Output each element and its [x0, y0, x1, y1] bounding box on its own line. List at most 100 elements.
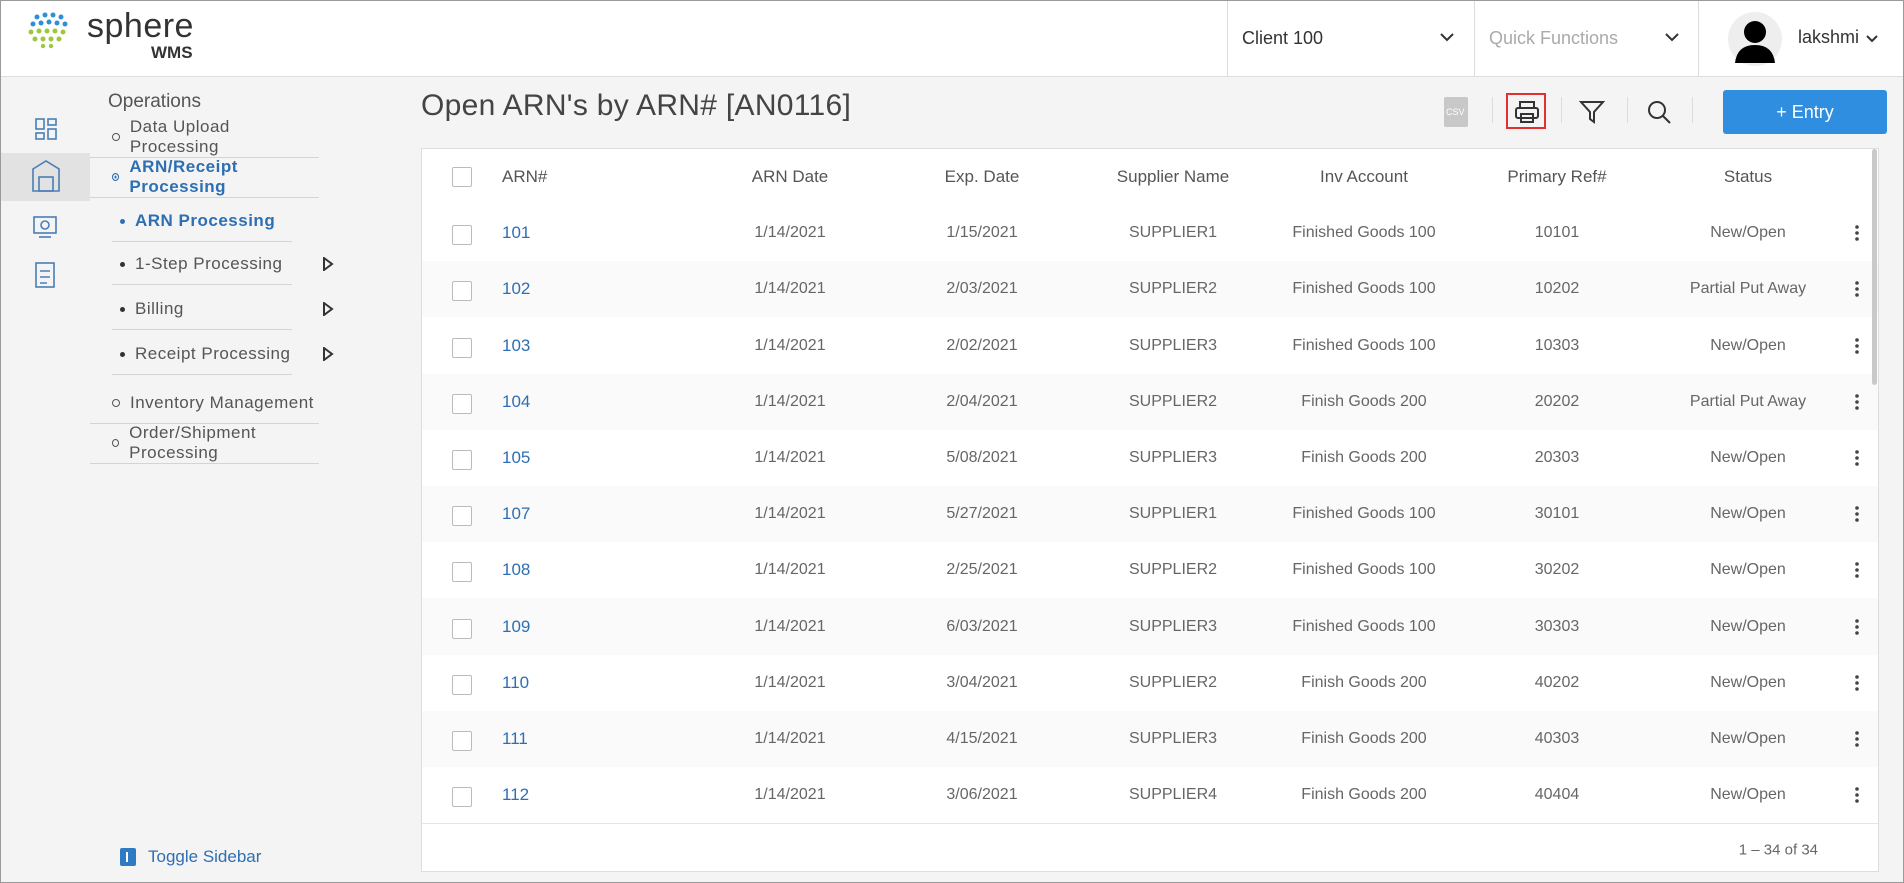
- table-cell: Finished Goods 100: [1292, 617, 1436, 635]
- sidebar-item[interactable]: Billing: [112, 289, 334, 330]
- table-cell: 1/14/2021: [754, 280, 826, 298]
- user-menu[interactable]: lakshmi: [1698, 1, 1903, 76]
- table-cell: 1/14/2021: [754, 673, 826, 691]
- sidebar-item[interactable]: Receipt Processing: [112, 334, 334, 375]
- checkbox[interactable]: [452, 337, 472, 358]
- sidebar: Operations Toggle Sidebar Data Upload Pr…: [90, 77, 403, 882]
- kebab-icon: [1855, 674, 1859, 691]
- arn-link[interactable]: 107: [502, 504, 531, 524]
- search-button[interactable]: [1646, 99, 1672, 125]
- kebab-icon: [1855, 731, 1859, 747]
- table-cell: New/Open: [1710, 617, 1786, 635]
- checkbox[interactable]: [452, 281, 472, 302]
- table-cell: SUPPLIER2: [1128, 561, 1218, 579]
- table-cell: 10303: [1534, 336, 1580, 354]
- logo-icon: [28, 12, 68, 49]
- sidebar-item[interactable]: ARN/Receipt Processing: [90, 157, 319, 198]
- checkbox[interactable]: [452, 618, 472, 639]
- table-cell: 30101: [1534, 505, 1580, 523]
- row-menu[interactable]: [1854, 730, 1860, 748]
- row-menu[interactable]: [1854, 224, 1860, 242]
- top-bar: sphere WMS Client 100 Quick Functions la…: [1, 1, 1903, 77]
- table-cell: SUPPLIER3: [1128, 336, 1218, 354]
- sidebar-item[interactable]: Order/Shipment Processing: [90, 423, 319, 464]
- table-cell: Finished Goods 100: [1292, 505, 1436, 523]
- table-cell: 5/08/2021: [946, 448, 1018, 466]
- row-menu[interactable]: [1854, 393, 1860, 411]
- filter-button[interactable]: [1579, 99, 1605, 125]
- checkbox[interactable]: [452, 167, 472, 187]
- table-cell: 2/25/2021: [946, 561, 1018, 579]
- arn-link[interactable]: 108: [502, 560, 531, 580]
- client-dropdown[interactable]: Client 100: [1227, 1, 1473, 76]
- table-cell: 30303: [1534, 617, 1580, 635]
- arn-link[interactable]: 104: [502, 391, 531, 411]
- kebab-icon: [1855, 506, 1859, 522]
- table-cell: 20202: [1534, 392, 1580, 410]
- row-menu[interactable]: [1854, 337, 1860, 355]
- sidebar-label: Data Upload Processing: [129, 117, 230, 156]
- arn-link[interactable]: 110: [502, 672, 530, 692]
- table-cell: SUPPLIER2: [1128, 280, 1218, 298]
- table-cell: 30202: [1534, 561, 1580, 579]
- table-cell: 1/14/2021: [754, 224, 826, 242]
- print-button[interactable]: [1506, 93, 1546, 129]
- sidebar-item[interactable]: Inventory Management: [90, 383, 319, 424]
- checkbox[interactable]: [452, 449, 472, 470]
- quick-functions-dropdown[interactable]: Quick Functions: [1474, 1, 1698, 76]
- chevron: [1665, 33, 1679, 42]
- sidebar-item[interactable]: Data Upload Processing: [90, 117, 319, 158]
- checkbox[interactable]: [452, 674, 472, 695]
- sidebar-item[interactable]: 1-Step Processing: [112, 244, 334, 285]
- table: ARN# ARN Date Exp. Date Supplier Name Inv Ac…: [421, 148, 1879, 872]
- arn-link[interactable]: 111: [502, 728, 528, 748]
- row-menu[interactable]: [1854, 618, 1860, 636]
- csv-label: CSV: [1446, 107, 1465, 117]
- rail-icons: [1, 118, 90, 288]
- logo-text: sphere: [87, 7, 194, 45]
- entry-button[interactable]: + Entry: [1723, 90, 1887, 134]
- divider: [1692, 97, 1693, 123]
- arn-link[interactable]: 105: [502, 447, 531, 467]
- sidebar-item[interactable]: ARN Processing: [112, 201, 292, 242]
- row-menu[interactable]: [1854, 561, 1860, 579]
- arn-link[interactable]: 101: [502, 223, 531, 243]
- table-row: [422, 317, 1878, 375]
- row-menu[interactable]: [1854, 449, 1860, 467]
- arn-link[interactable]: 103: [502, 335, 531, 355]
- sidebar-label: Inventory Management: [130, 393, 314, 412]
- table-cell: New/Open: [1710, 729, 1786, 747]
- expand-arrow: [323, 347, 334, 361]
- table-cell: Finish Goods 200: [1301, 448, 1427, 466]
- arn-link[interactable]: 109: [502, 616, 531, 636]
- user-name: lakshmi: [1798, 27, 1860, 47]
- toggle-sidebar[interactable]: Toggle Sidebar: [120, 847, 261, 867]
- checkbox[interactable]: [452, 393, 472, 414]
- row-menu[interactable]: [1854, 674, 1860, 692]
- icon-rail: [1, 77, 90, 882]
- column-header: Exp. Date: [944, 167, 1020, 186]
- column-header: Supplier Name: [1116, 167, 1230, 186]
- row-menu[interactable]: [1854, 505, 1860, 523]
- kebab-icon: [1855, 337, 1859, 354]
- chevron: [1866, 35, 1878, 43]
- checkbox[interactable]: [452, 730, 472, 751]
- sidebar-label: Receipt Processing: [135, 344, 291, 363]
- arn-link[interactable]: 102: [502, 279, 531, 299]
- checkbox[interactable]: [452, 787, 472, 808]
- chevron: [1440, 33, 1454, 42]
- csv-button[interactable]: CSV: [1444, 97, 1468, 127]
- checkbox[interactable]: [452, 506, 472, 527]
- checkbox[interactable]: [452, 225, 472, 246]
- row-menu[interactable]: [1854, 786, 1860, 804]
- checkbox[interactable]: [452, 562, 472, 583]
- kebab-icon: [1855, 787, 1859, 803]
- row-menu[interactable]: [1854, 280, 1860, 298]
- table-cell: Finished Goods 100: [1292, 561, 1436, 579]
- table-cell: 10202: [1534, 280, 1580, 298]
- table-cell: SUPPLIER2: [1128, 673, 1218, 691]
- table-cell: 2/02/2021: [946, 336, 1018, 354]
- table-cell: New/Open: [1710, 673, 1786, 691]
- arn-link[interactable]: 112: [502, 785, 530, 805]
- bullet: [112, 133, 120, 141]
